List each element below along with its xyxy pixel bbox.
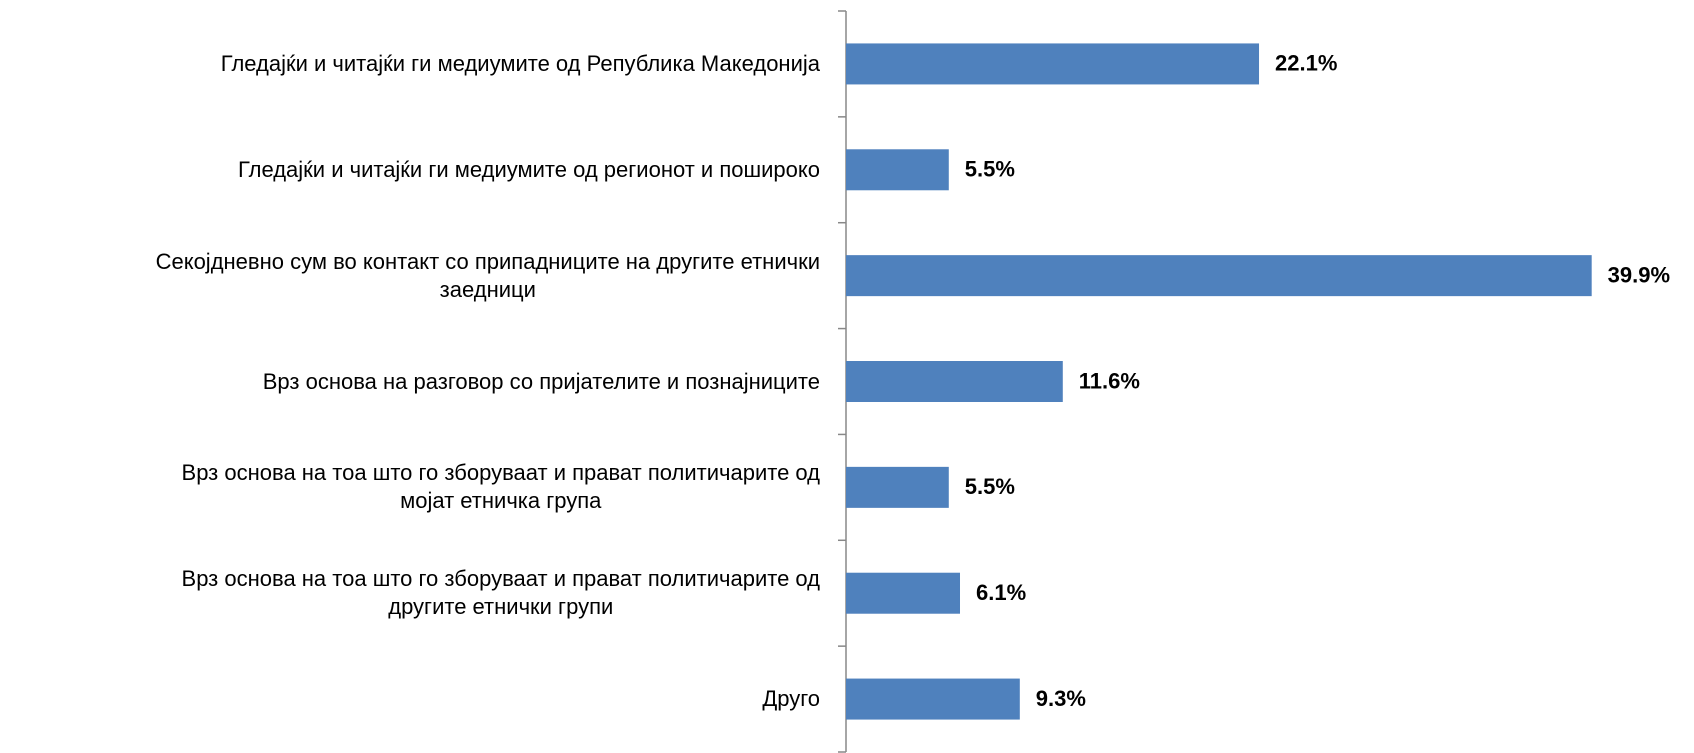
bar xyxy=(846,361,1063,402)
category-label: Гледајќи и читајќи ги медиумите од Репуб… xyxy=(220,50,820,76)
category-label: Друго xyxy=(762,686,820,712)
value-label: 9.3% xyxy=(1036,686,1086,711)
category-label: Секојдневно сум во контакт со припадници… xyxy=(155,248,820,302)
category-label: Врз основа на тоа што го зборуваат и пра… xyxy=(181,460,820,514)
bar xyxy=(846,149,949,191)
value-label: 5.5% xyxy=(965,157,1015,182)
bar xyxy=(846,43,1260,85)
value-label: 11.6% xyxy=(1079,368,1140,393)
bar xyxy=(846,466,949,508)
bar xyxy=(846,572,961,614)
value-label: 5.5% xyxy=(965,474,1015,499)
category-label: Врз основа на тоа што го зборуваат и пра… xyxy=(181,566,820,620)
value-label: 22.1% xyxy=(1275,51,1337,76)
bar xyxy=(846,678,1020,720)
value-label: 6.1% xyxy=(976,580,1026,605)
category-label: Врз основа на разговор со пријателите и … xyxy=(262,368,820,394)
value-label: 39.9% xyxy=(1608,262,1670,287)
bar xyxy=(846,255,1592,297)
category-label: Гледајќи и читајќи ги медиумите од регио… xyxy=(237,156,820,182)
